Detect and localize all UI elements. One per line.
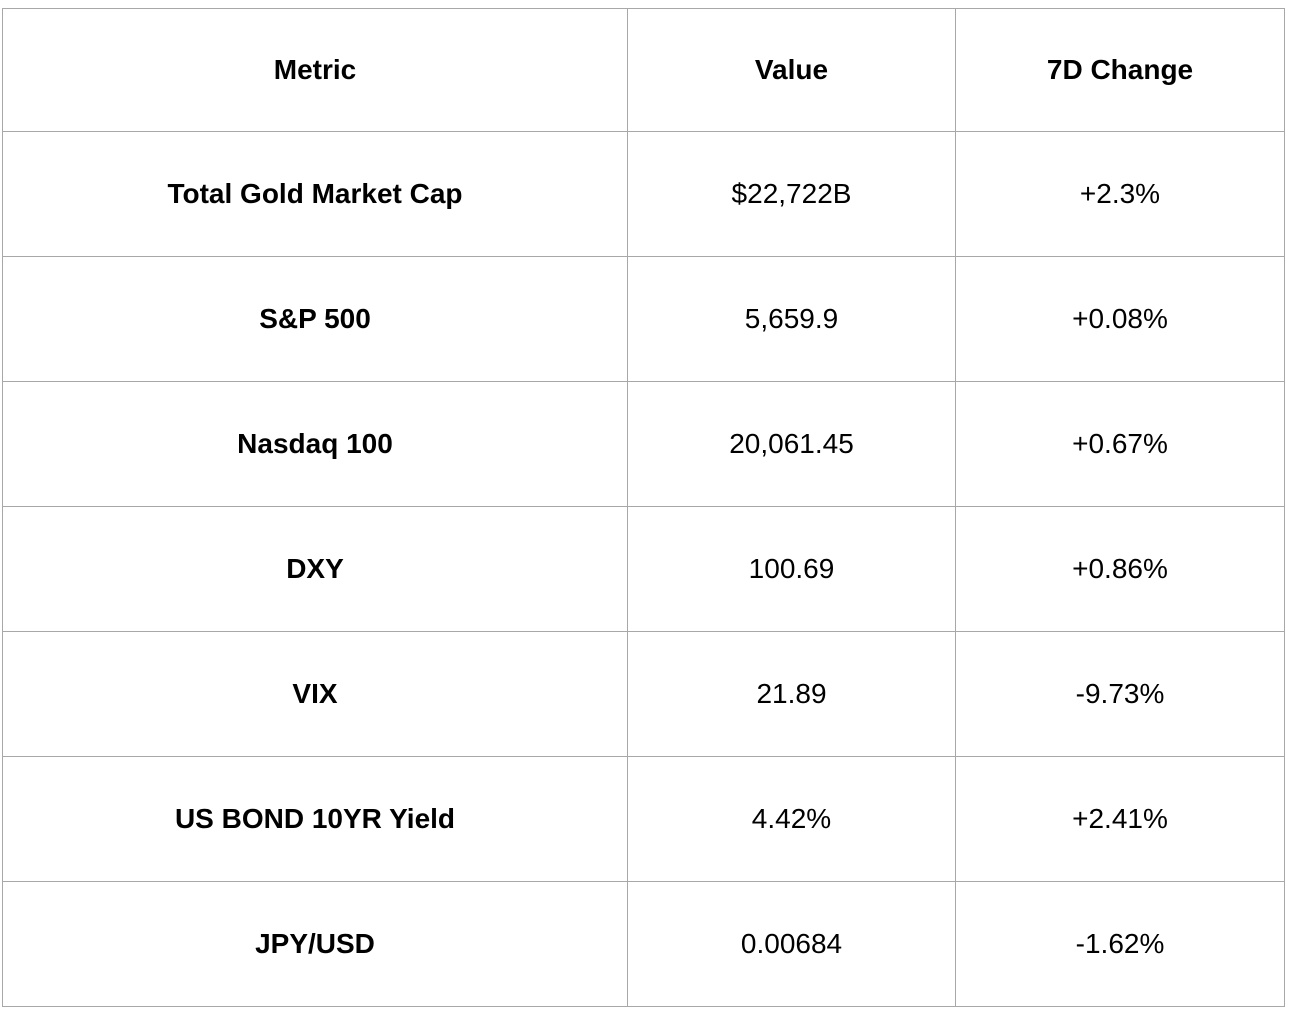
column-header-metric: Metric — [2, 8, 628, 132]
metric-name: DXY — [2, 506, 628, 632]
metric-change: +2.41% — [955, 756, 1285, 882]
table-header: Metric Value 7D Change — [2, 8, 1285, 132]
metric-change: -1.62% — [955, 881, 1285, 1007]
metric-name: Nasdaq 100 — [2, 381, 628, 507]
metric-name: S&P 500 — [2, 256, 628, 382]
table-row: JPY/USD 0.00684 -1.62% — [2, 881, 1285, 1007]
column-header-value: Value — [627, 8, 956, 132]
table-row: US BOND 10YR Yield 4.42% +2.41% — [2, 756, 1285, 882]
metric-value: 21.89 — [627, 631, 956, 757]
header-row: Metric Value 7D Change — [2, 8, 1285, 132]
table-row: VIX 21.89 -9.73% — [2, 631, 1285, 757]
table-row: DXY 100.69 +0.86% — [2, 506, 1285, 632]
metric-change: +0.08% — [955, 256, 1285, 382]
column-header-7d-change: 7D Change — [955, 8, 1285, 132]
metric-value: $22,722B — [627, 131, 956, 257]
metric-value: 20,061.45 — [627, 381, 956, 507]
metric-change: -9.73% — [955, 631, 1285, 757]
market-metrics-table: Metric Value 7D Change Total Gold Market… — [2, 8, 1285, 1007]
metric-value: 0.00684 — [627, 881, 956, 1007]
metric-change: +0.67% — [955, 381, 1285, 507]
table-body: Total Gold Market Cap $22,722B +2.3% S&P… — [2, 131, 1285, 1007]
table-row: Total Gold Market Cap $22,722B +2.3% — [2, 131, 1285, 257]
metric-value: 5,659.9 — [627, 256, 956, 382]
metric-change: +2.3% — [955, 131, 1285, 257]
metric-change: +0.86% — [955, 506, 1285, 632]
metric-value: 4.42% — [627, 756, 956, 882]
table-row: S&P 500 5,659.9 +0.08% — [2, 256, 1285, 382]
metric-name: VIX — [2, 631, 628, 757]
metric-name: JPY/USD — [2, 881, 628, 1007]
metric-name: US BOND 10YR Yield — [2, 756, 628, 882]
table-row: Nasdaq 100 20,061.45 +0.67% — [2, 381, 1285, 507]
metric-value: 100.69 — [627, 506, 956, 632]
metric-name: Total Gold Market Cap — [2, 131, 628, 257]
